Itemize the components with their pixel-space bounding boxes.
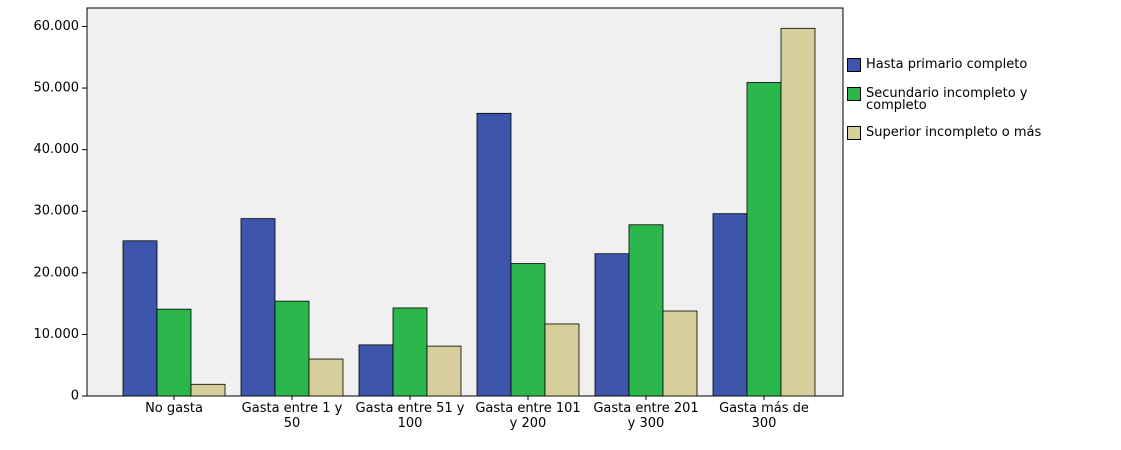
y-tick-label: 50.000 <box>34 81 80 96</box>
bar <box>746 82 782 397</box>
y-tick-label: 10.000 <box>34 327 80 342</box>
bar <box>190 383 226 397</box>
bar <box>662 310 698 397</box>
y-tick-label: 30.000 <box>34 204 80 219</box>
y-tick-label: 0 <box>71 389 79 404</box>
bar <box>510 263 546 397</box>
bar <box>594 253 630 397</box>
legend-label: Hasta primario completo <box>866 57 1028 72</box>
legend-item: Superior incompleto o más <box>847 126 1116 140</box>
y-tick-label: 20.000 <box>34 265 80 280</box>
bar <box>426 345 462 397</box>
bar <box>308 358 344 397</box>
x-tick-label: Gasta entre 201 y 300 <box>593 401 699 431</box>
bar <box>476 112 512 397</box>
bar <box>544 323 580 397</box>
legend-item: Hasta primario completo <box>847 58 1116 72</box>
bar <box>240 218 276 397</box>
x-tick-label: Gasta entre 1 y 50 <box>241 401 343 431</box>
bar <box>274 300 310 397</box>
bar <box>392 307 428 397</box>
bar <box>156 308 192 397</box>
x-tick-label: No gasta <box>145 401 203 416</box>
bar <box>780 27 816 397</box>
x-tick-label: Gasta entre 101 y 200 <box>475 401 581 431</box>
x-tick-label: Gasta más de 300 <box>719 401 809 431</box>
legend-label: Superior incompleto o más <box>866 125 1042 140</box>
bar <box>628 224 664 397</box>
legend-item: Secundario incompleto y completo <box>847 87 1036 112</box>
y-tick-label: 40.000 <box>34 142 80 157</box>
x-tick-label: Gasta entre 51 y 100 <box>355 401 465 431</box>
bar <box>712 213 748 397</box>
legend-swatch <box>847 58 861 72</box>
legend-label: Secundario incompleto y completo <box>866 86 1028 113</box>
legend-swatch <box>847 87 861 101</box>
bar <box>358 344 394 397</box>
y-tick-label: 60.000 <box>34 19 80 34</box>
bar <box>122 240 158 397</box>
legend-swatch <box>847 126 861 140</box>
